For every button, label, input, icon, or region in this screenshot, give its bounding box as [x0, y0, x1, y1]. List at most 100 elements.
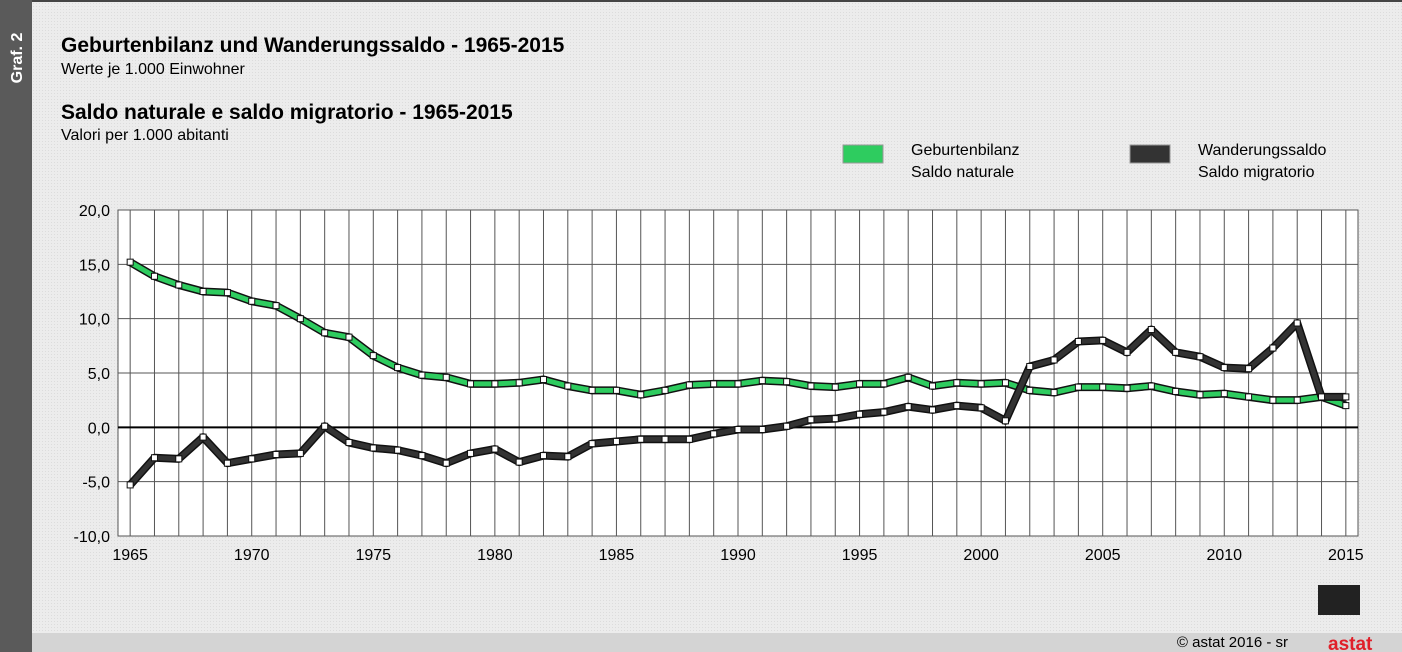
marker — [734, 380, 742, 388]
marker — [564, 382, 572, 390]
legend-label: Saldo migratorio — [1198, 164, 1315, 181]
marker — [1342, 402, 1350, 410]
x-tick-label: 1975 — [355, 547, 391, 564]
logo: astat — [1328, 634, 1373, 652]
marker — [467, 380, 475, 388]
marker — [272, 451, 280, 458]
marker — [637, 435, 645, 443]
marker — [661, 435, 669, 443]
marker — [710, 380, 718, 388]
logo-map — [1318, 585, 1360, 615]
marker — [904, 403, 912, 411]
marker — [564, 453, 572, 461]
marker — [685, 435, 693, 443]
marker — [369, 352, 377, 360]
marker — [1293, 319, 1301, 327]
marker — [321, 422, 329, 430]
marker — [1220, 364, 1228, 372]
marker — [710, 430, 718, 438]
marker — [515, 379, 523, 387]
marker — [321, 329, 329, 337]
marker — [758, 377, 766, 385]
marker — [467, 449, 475, 457]
marker — [345, 439, 353, 447]
legend-swatch — [1129, 144, 1171, 164]
marker — [1342, 393, 1350, 401]
marker — [248, 297, 256, 305]
legend-label: Saldo naturale — [911, 164, 1014, 181]
marker — [1220, 390, 1228, 398]
x-tick-label: 1990 — [720, 547, 756, 564]
y-tick-label: 20,0 — [79, 203, 110, 220]
marker — [612, 437, 620, 445]
graph-label: Graf. 2 — [9, 33, 26, 84]
marker — [1074, 383, 1082, 391]
y-tick-label: 0,0 — [88, 420, 110, 437]
marker — [539, 452, 547, 460]
x-tick-label: 1980 — [477, 547, 513, 564]
chart-subtitle: Valori per 1.000 abitanti — [61, 127, 229, 144]
x-tick-label: 1995 — [842, 547, 878, 564]
marker — [1074, 337, 1082, 345]
marker — [223, 459, 231, 467]
legend-swatch — [842, 144, 884, 164]
marker — [734, 426, 742, 434]
marker — [1269, 396, 1277, 404]
y-tick-label: 10,0 — [79, 312, 110, 329]
marker — [199, 288, 207, 295]
marker — [199, 433, 207, 441]
x-tick-label: 2000 — [963, 547, 999, 564]
marker — [223, 289, 231, 297]
side-strip — [0, 0, 32, 652]
legend-label: Geburtenbilanz — [911, 142, 1020, 159]
marker — [539, 376, 547, 384]
x-tick-label: 1965 — [112, 547, 148, 564]
marker — [1050, 356, 1058, 364]
marker — [272, 302, 280, 310]
marker — [126, 481, 134, 489]
marker — [661, 386, 669, 394]
marker — [1099, 383, 1107, 391]
marker — [929, 382, 937, 390]
marker — [491, 445, 499, 453]
marker — [126, 258, 134, 266]
marker — [442, 373, 450, 381]
marker — [1099, 336, 1107, 344]
marker — [783, 378, 791, 386]
marker — [150, 454, 158, 462]
marker — [1123, 384, 1131, 392]
marker — [1293, 396, 1301, 404]
marker — [175, 281, 183, 289]
marker — [977, 380, 985, 388]
x-tick-label: 2015 — [1328, 547, 1364, 564]
marker — [369, 444, 377, 452]
marker — [296, 315, 304, 323]
marker — [807, 416, 815, 424]
top-border — [0, 0, 1402, 2]
marker — [588, 386, 596, 394]
marker — [807, 382, 815, 390]
marker — [880, 380, 888, 388]
marker — [1147, 326, 1155, 334]
chart-title: Geburtenbilanz und Wanderungssaldo - 196… — [61, 34, 565, 57]
marker — [491, 380, 499, 388]
marker — [953, 379, 961, 387]
marker — [904, 373, 912, 381]
marker — [296, 449, 304, 457]
marker — [1172, 348, 1180, 356]
legend-label: Wanderungssaldo — [1198, 142, 1326, 159]
marker — [418, 452, 426, 460]
chart-subtitle: Werte je 1.000 Einwohner — [61, 61, 245, 78]
marker — [442, 459, 450, 467]
marker — [1147, 382, 1155, 390]
marker — [758, 426, 766, 434]
footer: © astat 2016 - sr — [1177, 634, 1288, 651]
marker — [418, 371, 426, 379]
marker — [880, 408, 888, 416]
marker — [1196, 353, 1204, 361]
x-tick-label: 1985 — [599, 547, 635, 564]
marker — [150, 272, 158, 280]
marker — [1026, 362, 1034, 370]
marker — [394, 364, 402, 372]
